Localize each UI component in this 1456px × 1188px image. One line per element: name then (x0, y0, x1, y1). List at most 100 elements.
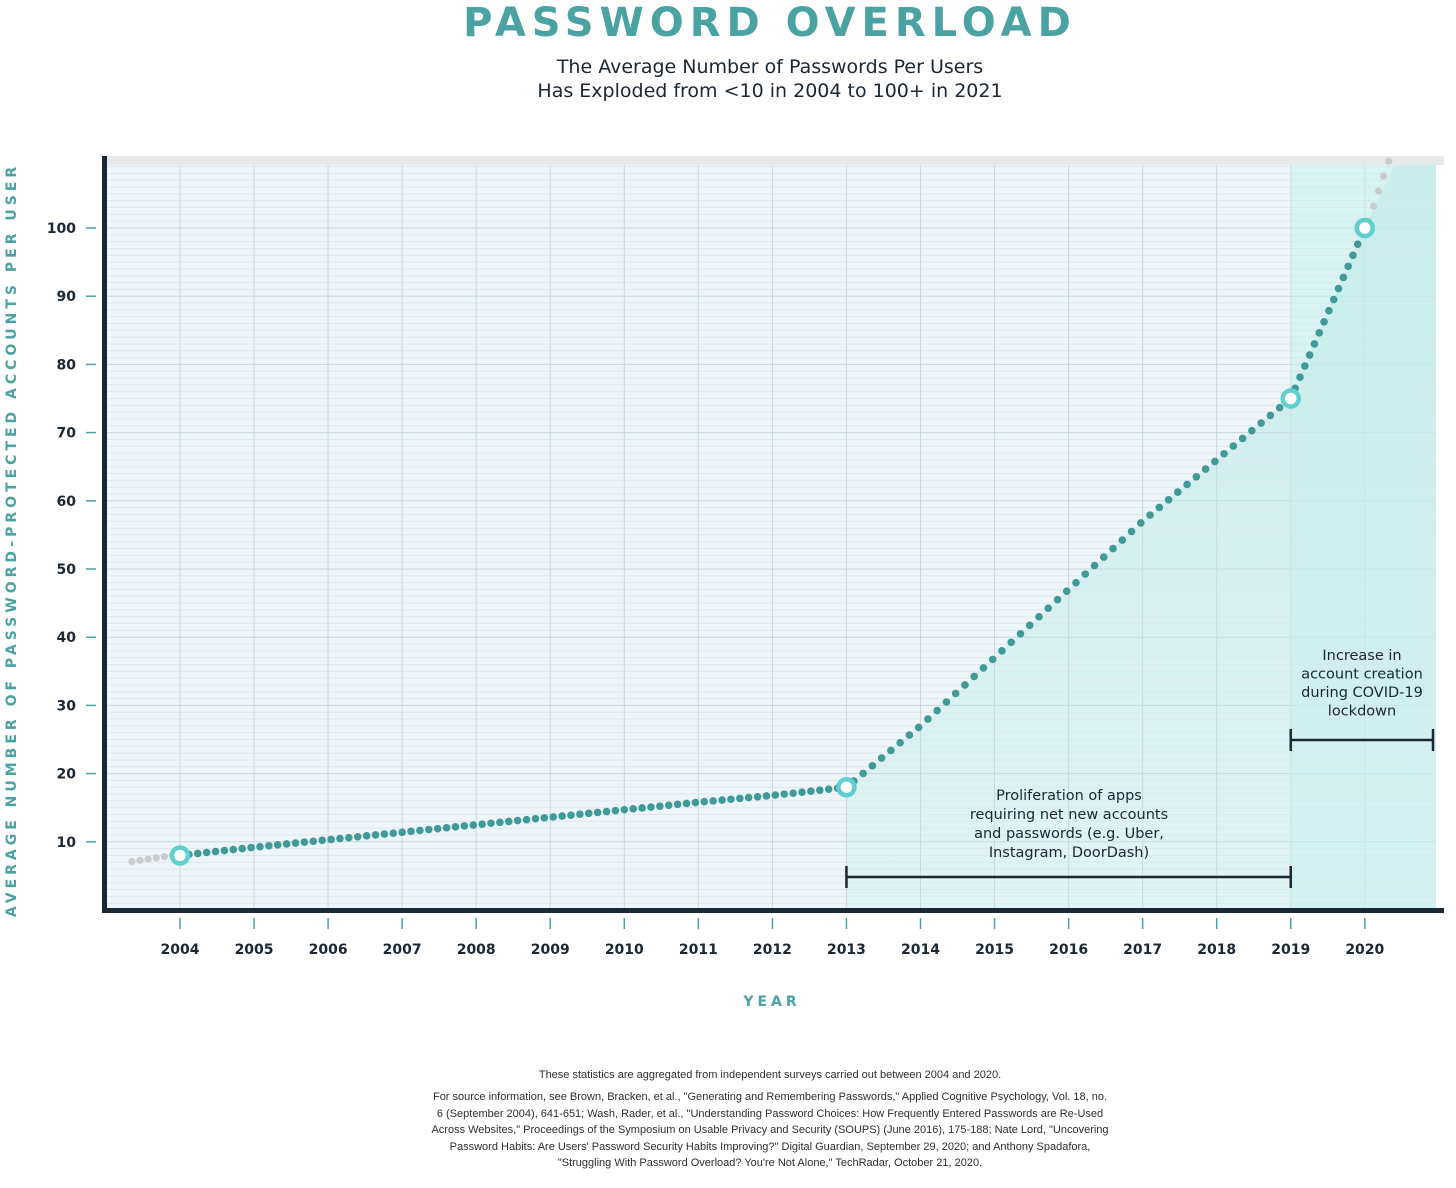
line-dot (1053, 595, 1062, 604)
source-line: 6 (September 2004), 641-651; Wash, Rader… (436, 1107, 1104, 1120)
line-dot (762, 792, 771, 800)
line-dot (1174, 488, 1182, 496)
line-dot (540, 814, 549, 822)
line-dot (1090, 561, 1099, 570)
line-dot (398, 828, 406, 837)
line-dot (1334, 284, 1343, 293)
extrapolation-dot (1374, 187, 1383, 195)
line-dot (859, 769, 867, 778)
x-tick-label: 2011 (679, 942, 718, 958)
line-dot (567, 811, 575, 819)
y-axis-title: AVERAGE NUMBER OF PASSWORD-PROTECTED ACC… (4, 163, 20, 917)
line-dot (247, 843, 255, 852)
annotation-covid-text: during COVID-19 (1301, 685, 1423, 701)
y-tick-label: 50 (57, 562, 77, 578)
line-dot (877, 754, 886, 762)
line-dot (202, 848, 211, 857)
x-tick-label: 2008 (457, 942, 496, 958)
line-dot (1211, 457, 1219, 466)
plot-frame-top (104, 156, 1444, 166)
line-dot (309, 837, 318, 846)
line-dot (933, 706, 941, 715)
line-dot (425, 825, 433, 834)
line-dot (1353, 240, 1362, 248)
line-dot (1344, 262, 1352, 271)
line-dot (1315, 329, 1324, 337)
x-tick-label: 2020 (1345, 942, 1384, 958)
line-dot (1146, 511, 1154, 519)
line-dot (789, 789, 797, 797)
line-dot (451, 823, 460, 831)
line-dot (815, 786, 824, 794)
line-dot (1339, 273, 1348, 282)
line-dot (1301, 362, 1309, 370)
line-dot (300, 838, 309, 846)
line-dot (673, 800, 682, 809)
line-dot (1266, 411, 1275, 420)
extrapolation-dot (152, 854, 160, 862)
line-dot (1229, 442, 1238, 450)
line-dot (988, 655, 997, 664)
line-dot (620, 805, 629, 814)
growth-highlight-area (846, 165, 1436, 910)
line-dot (647, 803, 655, 811)
x-tick-label: 2012 (753, 942, 792, 958)
line-dot (1320, 317, 1328, 326)
y-tick-label: 100 (47, 221, 76, 237)
annotation-apps-text: requiring net new accounts (970, 807, 1168, 823)
line-dot (1062, 587, 1071, 595)
y-axis-line (102, 156, 107, 913)
y-tick-label: 30 (57, 698, 77, 714)
line-dot (1099, 553, 1108, 561)
line-dot (327, 835, 335, 844)
line-dot (1025, 621, 1034, 630)
data-point-marker (1354, 217, 1376, 239)
chart-title: PASSWORD OVERLOAD (463, 0, 1077, 46)
source-line: Password Habits: Are Users' Password Sec… (449, 1140, 1091, 1153)
line-dot (664, 801, 673, 810)
line-dot (656, 802, 664, 810)
line-dot (798, 788, 806, 796)
annotation-apps-text: and passwords (e.g. Uber, (974, 826, 1164, 842)
line-dot (1201, 465, 1210, 473)
line-dot (504, 817, 513, 826)
data-point-marker (836, 776, 857, 798)
line-dot (868, 761, 877, 770)
line-dot (496, 818, 504, 827)
line-dot (362, 832, 371, 840)
line-dot (807, 787, 815, 795)
line-dot (442, 823, 451, 832)
line-dot (584, 809, 593, 818)
line-dot (924, 715, 932, 723)
line-dot (407, 827, 415, 836)
plot-frame-right (1436, 165, 1444, 910)
x-tick-label: 2009 (531, 942, 570, 958)
line-dot (522, 815, 531, 824)
line-dot (1349, 251, 1357, 260)
line-dot (1325, 306, 1333, 315)
line-dot (576, 810, 584, 819)
line-dot (682, 799, 691, 808)
x-tick-label: 2018 (1197, 942, 1236, 958)
extrapolation-dot (1385, 157, 1393, 165)
chart-subtitle-line-1: The Average Number of Passwords Per User… (556, 56, 984, 78)
line-dot (896, 738, 904, 747)
line-dot (942, 698, 951, 706)
line-dot (961, 681, 969, 689)
line-dot (318, 836, 326, 845)
line-dot (371, 831, 380, 839)
line-dot (593, 808, 602, 817)
line-dot (238, 844, 247, 853)
annotation-apps-text: Instagram, DoorDash) (989, 845, 1149, 861)
line-dot (531, 814, 540, 823)
line-dot (1275, 403, 1284, 412)
x-tick-label: 2015 (975, 942, 1014, 958)
line-dot (691, 798, 700, 807)
line-dot (211, 847, 220, 856)
line-dot (1257, 419, 1265, 427)
line-dot (282, 840, 291, 848)
source-line: "Struggling With Password Overload? You'… (557, 1157, 983, 1169)
line-dot (1118, 536, 1127, 544)
line-dot (345, 833, 353, 842)
line-dot (1192, 472, 1201, 481)
